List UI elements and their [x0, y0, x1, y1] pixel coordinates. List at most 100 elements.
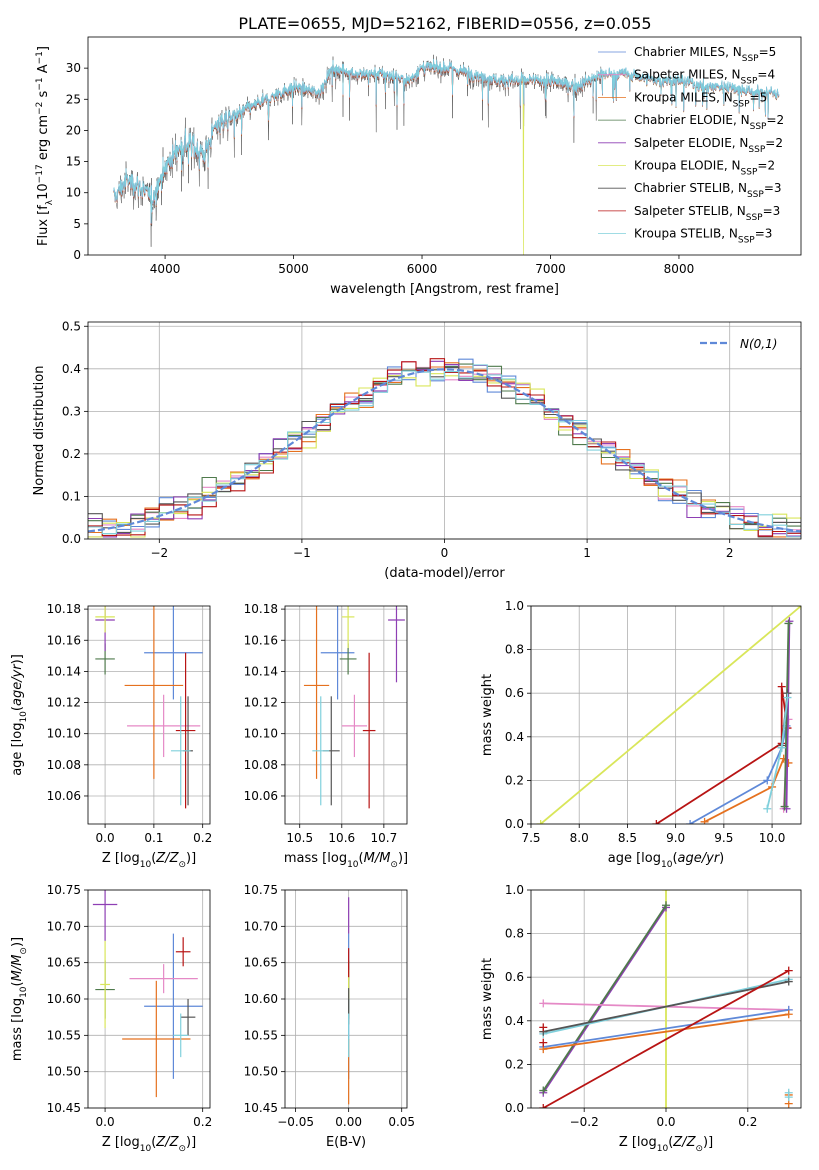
weight-marker: [539, 1023, 548, 1032]
x-tick-label: 0.05: [388, 1115, 415, 1129]
y-tick-label: 10.08: [47, 758, 81, 772]
y-tick-label: 1.0: [505, 599, 524, 613]
weight-line: [543, 1009, 789, 1048]
y-tick-label: 0.0: [505, 817, 524, 831]
y-tick-label: 10.18: [244, 602, 278, 616]
x-tick-label: 4000: [150, 262, 181, 276]
legend-entry: Salpeter MILES, NSSP=4: [634, 68, 775, 87]
x-tick-label: 10.0: [759, 831, 786, 845]
weight-marker: [777, 743, 786, 752]
age-vs-mass-panel: 10.5 10.6 10.7 10.06 10.08 10.10 10.12 10.14 10.…: [244, 602, 408, 870]
axes-frame: [87, 36, 802, 256]
legend-entry: N(0,1): [740, 337, 777, 351]
normal-reference-curve: [88, 368, 801, 533]
x-tick-label: −0.2: [570, 1115, 599, 1129]
x-tick-label: 0.00: [335, 1115, 362, 1129]
y-tick-label: 25: [66, 92, 81, 106]
weight-marker: [784, 966, 793, 975]
y-tick-label: 10.12: [47, 696, 81, 710]
plot-area: [113, 54, 780, 255]
weight-line: [543, 1013, 789, 1050]
y-tick-label: 10.70: [244, 919, 278, 933]
x-tick-label: 7000: [535, 262, 566, 276]
weight-marker: [662, 1104, 670, 1108]
x-tick-label: 0.2: [193, 1115, 212, 1129]
y-tick-label: 0.1: [62, 489, 81, 503]
legend-entry: Kroupa MILES, NSSP=5: [634, 90, 767, 109]
y-tick-label: 10.14: [47, 664, 81, 678]
plot-area: [539, 890, 793, 1108]
y-tick-label: 10.50: [47, 1065, 81, 1079]
y-tick-label: 0.5: [62, 319, 81, 333]
y-tick-label: 5: [73, 217, 81, 231]
weight-vs-metallicity-panel: −0.2 0.0 0.2 0.0 0.2 0.4 0.6 0.8 1.0 Z [log10(Z/Z…: [480, 883, 802, 1154]
axes-frame: [87, 605, 211, 825]
x-tick-label: 5000: [278, 262, 309, 276]
x-tick-label: 0.0: [656, 1115, 675, 1129]
x-tick-label: 8.0: [570, 831, 589, 845]
x-tick-label: 9.5: [714, 831, 733, 845]
weight-marker: [686, 820, 695, 824]
residuals-panel: −2 −1 0 1 2 0.0 0.1 0.2 0.3 0.4 0.5 (data-model)/er…: [32, 319, 802, 581]
weight-line: [543, 980, 789, 1033]
x-tick-label: 8.5: [618, 831, 637, 845]
y-tick-label: 10.55: [244, 1028, 278, 1042]
weight-line: [542, 904, 667, 1092]
x-tick-label: 9.0: [666, 831, 685, 845]
weight-marker: [763, 776, 772, 785]
x-tick-label: 0.2: [193, 831, 212, 845]
y-tick-label: 10.12: [244, 696, 278, 710]
y-tick-label: 10.16: [47, 633, 81, 647]
y-tick-label: 20: [66, 123, 81, 137]
x-axis-label: age [log10(age/yr): [608, 851, 725, 870]
legend-entry: Chabrier STELIB, NSSP=3: [634, 181, 782, 200]
y-tick-label: 0.8: [505, 927, 524, 941]
y-tick-label: 0.6: [505, 686, 524, 700]
x-tick-label: −1: [293, 546, 311, 560]
weight-line: [689, 725, 788, 824]
y-axis-label: mass [log10(M/M⊙)]: [10, 937, 29, 1061]
weight-line: [785, 621, 791, 809]
y-tick-label: 0.0: [62, 532, 81, 546]
weight-marker: [652, 820, 661, 824]
weight-line: [542, 906, 667, 1094]
x-tick-label: 2: [726, 546, 734, 560]
y-tick-label: 10.18: [47, 602, 81, 616]
weight-marker: [700, 817, 709, 824]
weight-marker: [539, 999, 548, 1008]
y-tick-label: 1.0: [505, 883, 524, 897]
spectrum-panel: 4000 5000 6000 7000 8000 0 5 10 15 20 25 30 waveleng…: [35, 36, 802, 297]
y-tick-label: 10.10: [244, 727, 278, 741]
y-tick-label: 0.8: [505, 643, 524, 657]
x-tick-label: 10.5: [286, 831, 313, 845]
weight-marker: [539, 1104, 548, 1108]
axes-frame: [87, 889, 211, 1109]
y-axis-label: Normed distribution: [32, 366, 47, 496]
weight-line: [783, 623, 790, 807]
y-tick-label: 10.06: [244, 789, 278, 803]
legend-entry: Salpeter ELODIE, NSSP=2: [634, 136, 783, 155]
y-axis-label: mass weight: [480, 674, 495, 756]
x-tick-label: 0.0: [96, 1115, 115, 1129]
y-tick-label: 10.06: [47, 789, 81, 803]
x-axis-label: E(B-V): [326, 1135, 366, 1150]
figure-title: PLATE=0655, MJD=52162, FIBERID=0556, z=0…: [238, 14, 651, 33]
weight-marker: [777, 682, 786, 691]
y-tick-label: 0.2: [505, 773, 524, 787]
y-tick-label: 0.6: [505, 970, 524, 984]
y-tick-label: 10.60: [244, 992, 278, 1006]
x-tick-label: −2: [150, 546, 168, 560]
plot-area: [303, 606, 405, 809]
x-tick-label: 0.1: [144, 831, 163, 845]
x-axis-label: mass [log10(M/M⊙)]: [284, 851, 408, 870]
x-tick-label: 0.0: [96, 831, 115, 845]
x-axis-label: Z [log10(Z/Z⊙)]: [102, 851, 196, 870]
y-tick-label: 10.50: [244, 1065, 278, 1079]
y-tick-label: 0.2: [505, 1057, 524, 1071]
plot-area: [536, 606, 801, 824]
weight-marker: [539, 1038, 548, 1047]
x-tick-label: 10.6: [328, 831, 355, 845]
y-tick-label: 0.2: [62, 447, 81, 461]
weight-vs-age-panel: 7.5 8.0 8.5 9.0 9.5 10.0 0.0 0.2 0.4 0.6 0.8 1.0 age…: [480, 599, 802, 870]
plot-area: [95, 606, 203, 809]
